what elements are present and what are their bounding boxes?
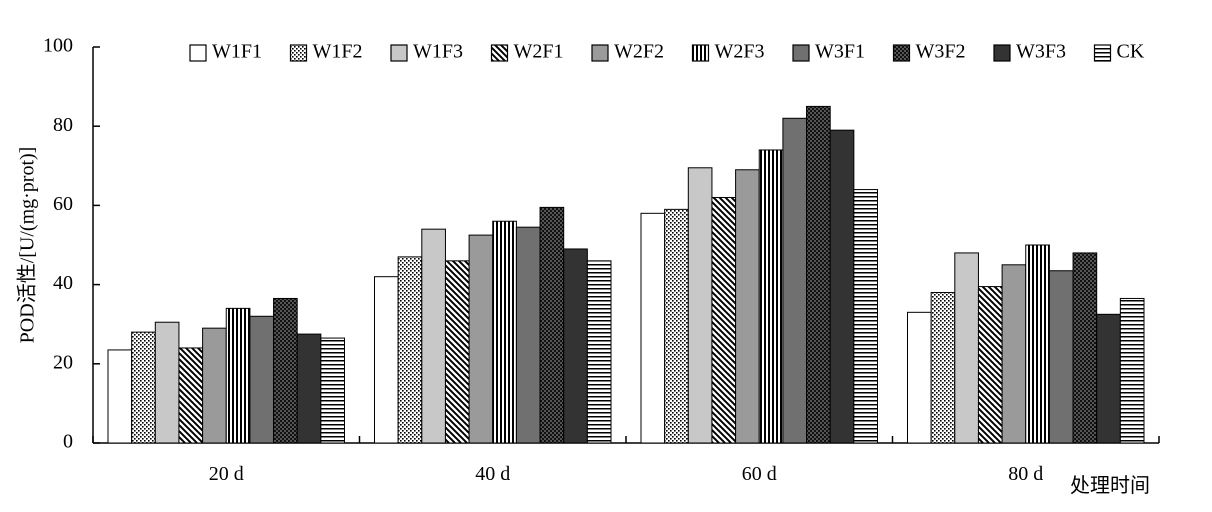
bar-ck-20-d: [320, 337, 346, 444]
bar-w2f3-40-d: [492, 220, 517, 444]
bar-w1f1-60-d: [640, 212, 666, 444]
bar-w1f1-80-d: [907, 311, 932, 444]
bar-w2f3-80-d: [1025, 244, 1050, 444]
bar-w2f2-80-d: [1001, 264, 1027, 444]
bar-w1f3-20-d: [154, 321, 180, 444]
y-tick-label: 20: [53, 351, 73, 373]
bar-w3f3-40-d: [563, 248, 588, 444]
bar-w1f2-40-d: [397, 256, 423, 444]
legend-swatch-w2f2: [591, 44, 609, 62]
legend-label-w1f3: W1F3: [413, 41, 463, 63]
bar-w3f1-20-d: [249, 315, 275, 444]
bars: [107, 105, 1145, 444]
y-ticks: 0 20 40 60 80 100: [43, 35, 100, 453]
bar-ck-80-d: [1119, 297, 1145, 444]
legend-swatch-w1f1: [189, 44, 207, 62]
bar-w1f2-20-d: [131, 331, 156, 444]
bar-w1f2-60-d: [664, 208, 689, 444]
bar-w2f1-40-d: [444, 260, 470, 444]
legend-swatch-w2f1: [490, 44, 509, 62]
bar-w2f2-40-d: [468, 234, 494, 444]
bar-w2f1-60-d: [711, 196, 737, 444]
legend-label-w3f1: W3F1: [815, 41, 865, 63]
bar-w3f1-80-d: [1048, 270, 1074, 444]
y-tick-label: 100: [43, 35, 73, 57]
legend-swatch-w3f1: [792, 44, 810, 62]
legend-label-w3f2: W3F2: [916, 41, 966, 63]
bar-w1f3-40-d: [421, 228, 446, 444]
legend-label-w2f2: W2F2: [614, 41, 664, 63]
bar-w3f3-20-d: [296, 333, 322, 444]
bar-ck-40-d: [586, 260, 612, 444]
bar-w2f1-80-d: [977, 286, 1003, 444]
legend: W1F1 W1F2 W1F3 W2F1 W2F2 W2F3 W3F1 W3F2 W3F3 CK: [189, 41, 1145, 63]
legend-label-w2f3: W2F3: [715, 41, 765, 63]
bar-w3f2-60-d: [806, 105, 831, 444]
bar-w2f2-20-d: [202, 327, 227, 444]
bar-w3f2-80-d: [1072, 252, 1098, 444]
legend-swatch-w3f2: [892, 44, 911, 62]
legend-swatch-ck: [1093, 44, 1112, 62]
bar-ck-60-d: [853, 189, 878, 444]
bar-w1f3-60-d: [687, 167, 713, 444]
bar-w2f3-20-d: [225, 307, 251, 444]
legend-label-w2f1: W2F1: [514, 41, 564, 63]
bar-w1f3-80-d: [954, 252, 979, 444]
legend-swatch-w3f3: [993, 44, 1011, 62]
legend-swatch-w1f3: [390, 44, 408, 62]
bar-w3f2-40-d: [539, 206, 565, 444]
bar-w1f1-40-d: [374, 276, 399, 444]
x-ticks: 20 d 40 d 60 d 80 d: [92, 436, 1160, 485]
legend-label-w1f1: W1F1: [212, 41, 262, 63]
category-label-80-d: 80 d: [1008, 463, 1043, 485]
bar-w3f1-40-d: [515, 226, 541, 444]
bar-w3f1-60-d: [782, 117, 808, 444]
y-axis-title: POD活性/[U/(mg·prot)]: [16, 147, 39, 344]
category-label-40-d: 40 d: [475, 463, 510, 485]
legend-label-w3f3: W3F3: [1016, 41, 1066, 63]
bar-w1f2-80-d: [930, 292, 956, 444]
y-tick-label: 40: [53, 272, 73, 294]
legend-swatch-w2f3: [691, 44, 710, 62]
bar-w2f1-20-d: [178, 347, 204, 444]
legend-label-ck: CK: [1117, 41, 1145, 63]
bar-w2f2-60-d: [735, 169, 760, 444]
y-tick-label: 60: [53, 193, 73, 215]
legend-label-w1f2: W1F2: [313, 41, 363, 63]
bar-w2f3-60-d: [758, 149, 784, 444]
bar-w3f2-20-d: [273, 297, 298, 444]
legend-swatch-w1f2: [289, 44, 308, 62]
y-tick-label: 80: [53, 114, 73, 136]
bar-w3f3-80-d: [1096, 313, 1121, 444]
category-label-60-d: 60 d: [742, 463, 777, 485]
bar-w1f1-20-d: [107, 349, 133, 444]
y-tick-label: 0: [63, 431, 73, 453]
category-label-20-d: 20 d: [209, 463, 244, 485]
bar-w3f3-60-d: [829, 129, 855, 444]
x-axis-title: 处理时间: [1070, 474, 1150, 497]
